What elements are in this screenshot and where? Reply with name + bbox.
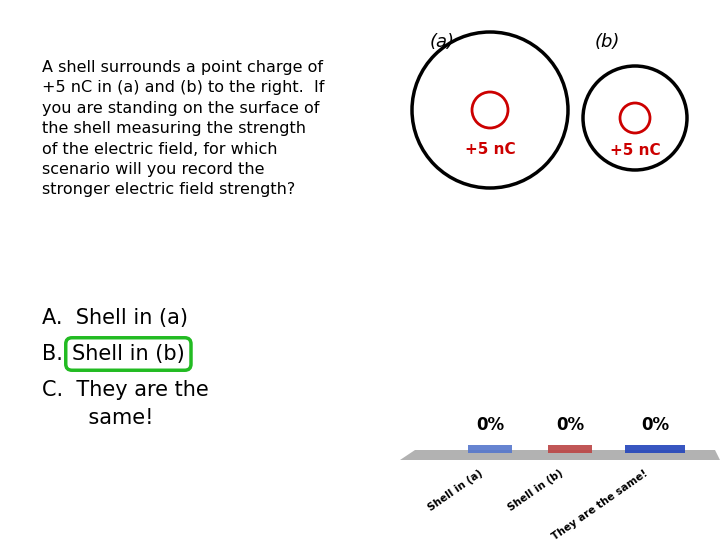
Bar [468,445,512,453]
Text: B.: B. [42,344,63,364]
Text: A shell surrounds a point charge of
+5 nC in (a) and (b) to the right.  If
you a: A shell surrounds a point charge of +5 n… [42,60,325,198]
Text: Shell in (b): Shell in (b) [72,344,185,364]
Text: 0%: 0% [556,416,584,434]
Bar [625,445,685,453]
Text: (b): (b) [595,33,621,51]
Text: They are the same!: They are the same! [551,468,650,540]
Text: C.  They are the: C. They are the [42,380,209,400]
Text: +5 nC: +5 nC [464,142,516,157]
Text: same!: same! [42,408,153,428]
Text: (a): (a) [430,33,455,51]
Bar [548,445,592,453]
Text: +5 nC: +5 nC [610,143,660,158]
Text: 0%: 0% [641,416,669,434]
Polygon shape [400,450,720,460]
Text: Shell in (a): Shell in (a) [427,468,485,513]
Text: A.  Shell in (a): A. Shell in (a) [42,308,188,328]
Text: 0%: 0% [476,416,504,434]
Text: Shell in (b): Shell in (b) [506,468,565,513]
